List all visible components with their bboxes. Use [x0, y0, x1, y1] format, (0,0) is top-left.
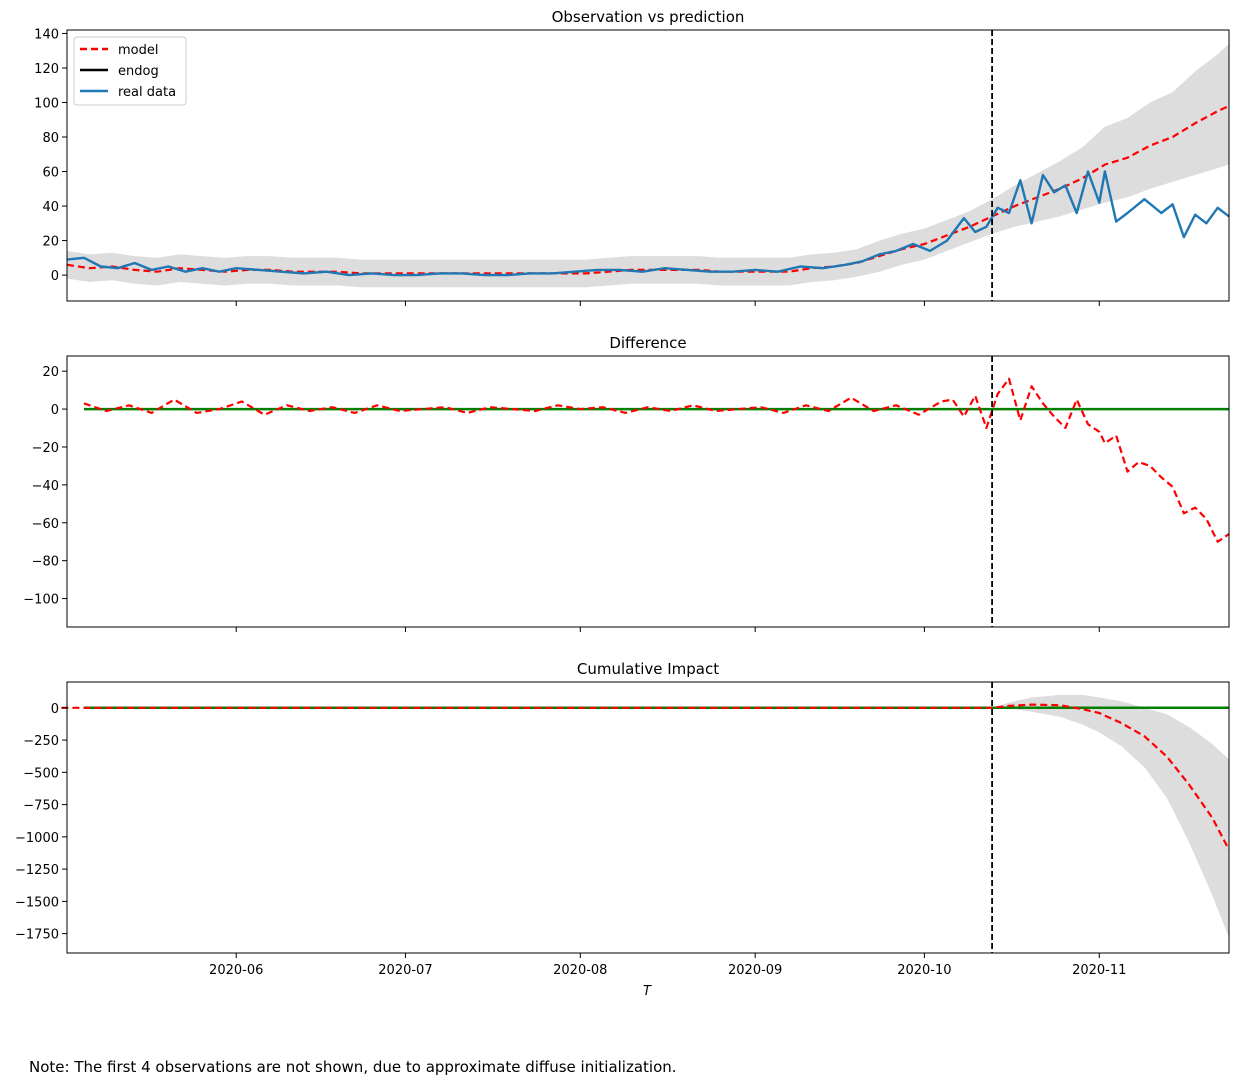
x-tick-label: 2020-07 [378, 963, 432, 978]
panel-title: Difference [609, 334, 686, 352]
legend: model endog real data [73, 36, 187, 106]
y-tick-label: −20 [32, 441, 59, 456]
confidence-band [67, 43, 1229, 288]
footnote: Note: The first 4 observations are not s… [29, 1058, 677, 1076]
x-tick-label: 2020-08 [553, 963, 607, 978]
y-tick-label: −750 [23, 799, 59, 814]
y-tick-label: 100 [34, 96, 59, 111]
y-tick-label: 60 [42, 166, 59, 181]
y-tick-label: 140 [34, 27, 59, 42]
legend-label: model [118, 43, 158, 58]
real-data-line [66, 170, 1230, 277]
y-tick-label: −100 [23, 593, 59, 608]
y-tick-label: 20 [42, 365, 59, 380]
y-tick-label: 80 [42, 131, 59, 146]
y-tick-label: −1250 [15, 863, 59, 878]
panel-title: Observation vs prediction [552, 8, 745, 26]
x-axis-label: T [643, 984, 652, 999]
panel-difference: Difference 20 0 −20 −40 −60 −80 −100 [23, 334, 1230, 632]
x-tick-label: 2020-10 [897, 963, 951, 978]
panel-cumulative-impact: Cumulative Impact 0 −250 −500 −750 −1000 −125… [15, 660, 1230, 978]
model-line [66, 104, 1230, 275]
x-tick-label: 2020-11 [1072, 963, 1126, 978]
legend-frame [73, 36, 187, 106]
panel-observation-vs-prediction: Observation vs prediction 0 20 40 60 80 100 12… [34, 8, 1230, 306]
x-tick-label: 2020-06 [209, 963, 263, 978]
y-tick-label: 20 [42, 235, 59, 250]
y-tick-label: −80 [32, 555, 59, 570]
y-tick-label: −250 [23, 734, 59, 749]
y-tick-label: −40 [32, 479, 59, 494]
cumulative-impact-line [61, 703, 1230, 851]
y-tick-label: 0 [51, 702, 59, 717]
axes-frame [66, 29, 1230, 302]
legend-label: real data [118, 85, 176, 100]
y-tick-label: −1750 [15, 928, 59, 943]
y-tick-label: 120 [34, 62, 59, 77]
y-tick-label: 0 [51, 403, 59, 418]
y-tick-label: −1500 [15, 895, 59, 910]
confidence-band [61, 694, 1229, 938]
difference-line [83, 377, 1230, 543]
panel-title: Cumulative Impact [577, 660, 719, 678]
y-tick-label: 40 [42, 200, 59, 215]
y-tick-label: −60 [32, 517, 59, 532]
axes-frame [66, 681, 1230, 954]
legend-label: endog [118, 64, 159, 79]
x-tick-label: 2020-09 [728, 963, 782, 978]
axes-frame [66, 355, 1230, 628]
y-tick-label: −500 [23, 766, 59, 781]
y-tick-label: −1000 [15, 831, 59, 846]
y-tick-label: 0 [51, 269, 59, 284]
